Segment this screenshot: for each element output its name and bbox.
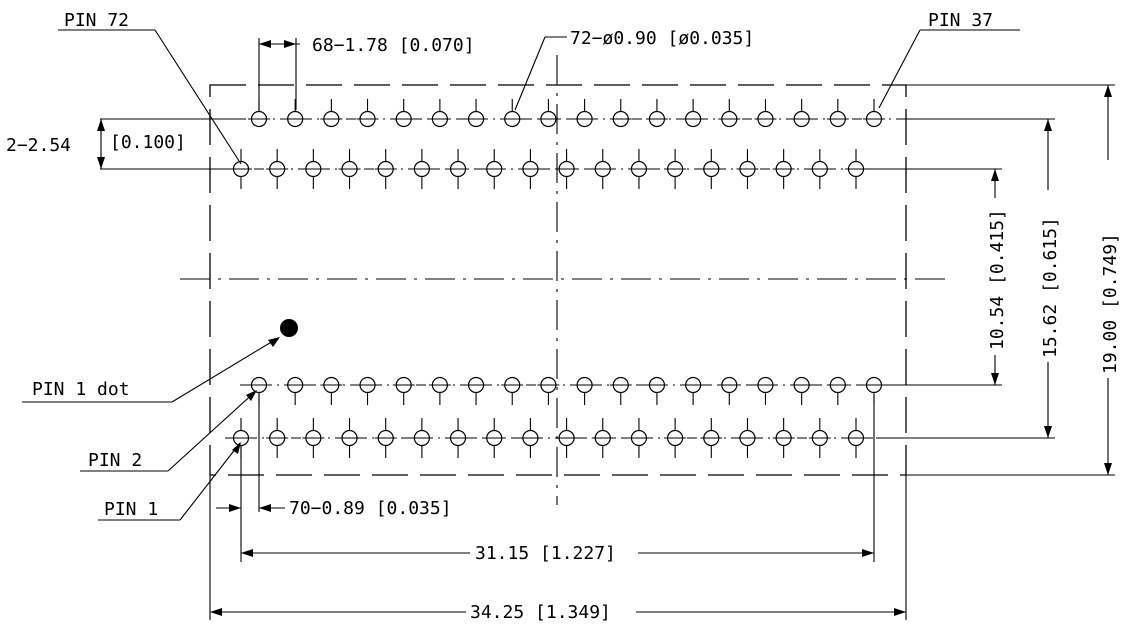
pin-hole — [338, 418, 361, 458]
pin-row-lines — [225, 118, 900, 439]
pin-hole — [591, 418, 614, 458]
pin-hole — [808, 418, 831, 458]
pin-hole — [645, 376, 668, 405]
pin-hole — [519, 149, 542, 189]
body-span-label: 34.25 [1.349] — [470, 602, 611, 623]
pin1-dot-label: PIN 1 dot — [32, 379, 130, 400]
pin-hole — [609, 376, 632, 405]
pin-hole — [447, 149, 470, 189]
pin-hole — [627, 149, 650, 189]
pin-hole — [356, 99, 379, 128]
pin-span-label: 31.15 [1.227] — [475, 543, 616, 564]
pin-hole — [664, 418, 687, 458]
pin1-label: PIN 1 — [104, 499, 158, 520]
pin2-label: PIN 2 — [88, 450, 142, 471]
pin-hole — [772, 149, 795, 189]
pin-hole — [374, 418, 397, 458]
pin-hole — [790, 99, 813, 128]
pin-hole — [845, 149, 867, 189]
pin-hole — [392, 99, 415, 128]
pin-hole — [428, 99, 451, 128]
pin-hole — [284, 376, 307, 405]
pin-hole — [826, 376, 849, 405]
pin-hole — [266, 149, 289, 189]
pin-hole — [447, 418, 470, 458]
pin-hole — [230, 149, 252, 189]
leader-lines — [22, 29, 1020, 521]
pin1-dot-marker — [280, 319, 298, 337]
pin-hole — [682, 99, 705, 128]
pin-hole — [718, 376, 741, 405]
inner-rows-label: 10.54 [0.415] — [987, 209, 1008, 350]
pin-hole — [845, 418, 867, 458]
pin-hole — [645, 99, 668, 128]
row-offset-inch-label: [0.100] — [110, 132, 186, 153]
component-outline — [209, 84, 907, 476]
pin-hole — [302, 149, 325, 189]
body-height-label: 19.00 [0.749] — [1100, 233, 1121, 374]
pin-hole — [754, 99, 777, 128]
pin-hole — [320, 99, 343, 128]
pin-hole — [374, 149, 397, 189]
center-lines — [180, 55, 946, 505]
pin-hole — [338, 149, 361, 189]
pin-hole — [428, 376, 451, 405]
pin-hole — [682, 376, 705, 405]
outer-rows-label: 15.62 [0.615] — [1040, 217, 1061, 358]
pin-hole — [573, 376, 596, 405]
pin-hole — [230, 418, 252, 458]
extension-lines — [100, 38, 1115, 620]
pitch-dimension-label: 68−1.78 [0.070] — [312, 35, 475, 56]
drill-dimension-label: 72−ø0.90 [ø0.035] — [570, 28, 754, 49]
pin-hole — [863, 99, 885, 128]
pin-hole — [700, 149, 723, 189]
pin-hole — [410, 149, 433, 189]
pin-hole — [519, 418, 542, 458]
pin-hole — [483, 418, 506, 458]
pin-array — [230, 99, 885, 458]
pin-hole — [248, 99, 270, 128]
pin-hole — [555, 418, 578, 458]
pin-hole — [808, 149, 831, 189]
dimension-lines — [97, 40, 1112, 616]
pin-hole — [736, 149, 759, 189]
pin72-label: PIN 72 — [64, 10, 129, 31]
pin-hole — [284, 99, 307, 128]
pin-hole — [537, 99, 560, 128]
pin-hole — [736, 418, 759, 458]
row-offset-value-label: 2−2.54 — [6, 135, 71, 156]
pin-hole — [664, 149, 687, 189]
pin-hole — [591, 149, 614, 189]
pin-hole — [501, 99, 524, 128]
pin-hole — [537, 376, 560, 405]
pin-hole — [772, 418, 795, 458]
pin-hole — [266, 418, 289, 458]
pin-hole — [320, 376, 343, 405]
pin-hole — [555, 149, 578, 189]
pin-hole — [465, 376, 488, 405]
pin-hole — [465, 99, 488, 128]
pin-hole — [356, 376, 379, 405]
pin-hole — [501, 376, 524, 405]
pin-hole — [609, 99, 632, 128]
pin-hole — [573, 99, 596, 128]
pin-hole — [483, 149, 506, 189]
pin-hole — [826, 99, 849, 128]
pin-hole — [754, 376, 777, 405]
pin-hole — [700, 418, 723, 458]
pin-hole — [790, 376, 813, 405]
pin37-label: PIN 37 — [928, 10, 993, 31]
pin-hole — [718, 99, 741, 128]
offset-dimension-label: 70−0.89 [0.035] — [289, 498, 452, 519]
pin-hole — [302, 418, 325, 458]
pin-hole — [392, 376, 415, 405]
pin-hole — [627, 418, 650, 458]
pin-hole — [410, 418, 433, 458]
